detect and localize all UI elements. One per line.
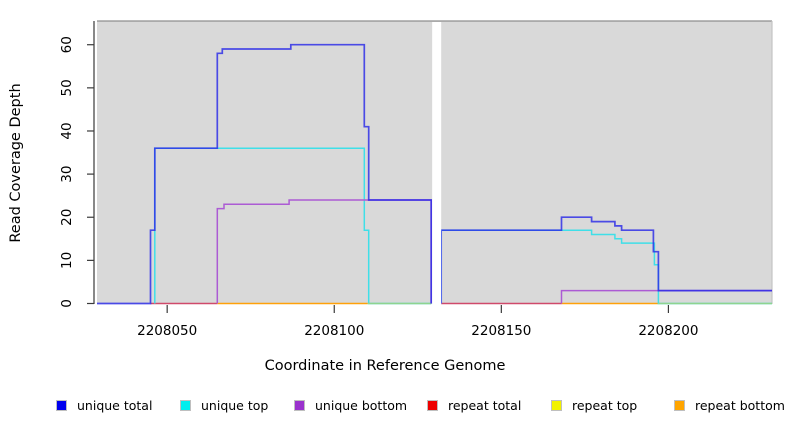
legend-label: repeat top <box>572 397 638 413</box>
y-tick-label: 10 <box>59 252 75 269</box>
x-tick-label: 2208050 <box>137 323 197 339</box>
legend-swatch <box>674 399 685 411</box>
legend-swatch <box>56 399 67 411</box>
y-tick-label: 50 <box>59 79 75 96</box>
no-data-gap <box>432 22 442 304</box>
x-tick-label: 2208150 <box>471 323 531 339</box>
x-tick-label: 2208200 <box>638 323 698 339</box>
legend-label: unique top <box>201 397 269 413</box>
legend-item-unique-total: unique total <box>56 397 153 413</box>
x-axis: 2208050 2208100 2208150 2208200 <box>137 305 698 339</box>
y-tick-label: 60 <box>59 36 75 53</box>
series-unique-total <box>97 43 772 305</box>
y-tick-label: 30 <box>59 166 75 183</box>
legend-label: unique bottom <box>315 397 408 413</box>
y-tick-label: 40 <box>59 122 75 139</box>
legend-swatch <box>294 399 305 411</box>
legend-item-repeat-bottom: repeat bottom <box>674 397 785 413</box>
legend-label: repeat bottom <box>695 397 785 413</box>
legend-item-unique-top: unique top <box>180 397 269 413</box>
y-tick-label: 20 <box>59 209 75 226</box>
legend-item-unique-bottom: unique bottom <box>294 397 408 413</box>
x-axis-label: Coordinate in Reference Genome <box>264 358 506 374</box>
legend-swatch <box>551 399 562 411</box>
legend-label: unique total <box>77 397 153 413</box>
y-axis: 0 10 20 30 40 50 60 <box>59 21 95 308</box>
legend-item-repeat-top: repeat top <box>551 397 638 413</box>
legend-swatch <box>427 399 438 411</box>
legend: unique total unique top unique bottom repea… <box>0 397 792 417</box>
y-tick-label: 0 <box>59 299 75 308</box>
y-axis-label: Read Coverage Depth <box>8 83 24 243</box>
x-tick-label: 2208100 <box>304 323 364 339</box>
legend-item-repeat-total: repeat total <box>427 397 522 413</box>
legend-swatch <box>180 399 191 411</box>
legend-label: repeat total <box>448 397 522 413</box>
